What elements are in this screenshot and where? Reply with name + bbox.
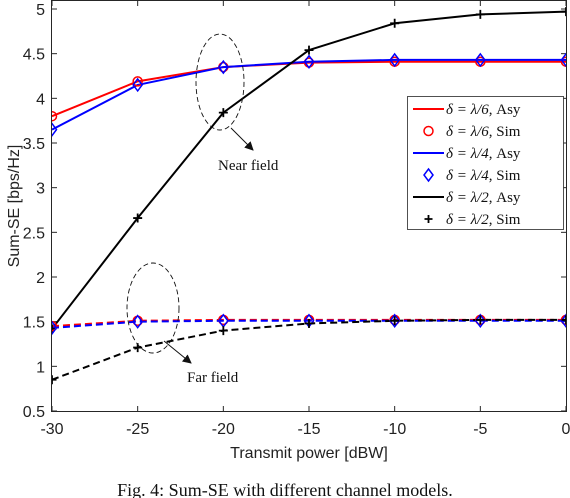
series-line-near-solid bbox=[51, 58, 566, 131]
x-tick-label: -15 bbox=[297, 421, 320, 438]
data-point-diamond bbox=[474, 313, 486, 329]
svg-text:δ = λ/2, Sim: δ = λ/2, Sim bbox=[446, 212, 521, 228]
legend: δ = λ/6, Asy δ = λ/6, Sim δ = λ/4, Asy δ… bbox=[407, 96, 564, 230]
legend-entry-lambda4-asy: δ = λ/4, Asy bbox=[413, 146, 521, 162]
x-tick-label: -20 bbox=[212, 421, 235, 438]
far-field-label: Far field bbox=[187, 370, 239, 386]
legend-entry-lambda2-sim: δ = λ/2, Sim bbox=[424, 212, 521, 228]
svg-text:δ = λ/2, Asy: δ = λ/2, Asy bbox=[446, 190, 521, 206]
data-point-diamond bbox=[389, 52, 401, 68]
data-point-plus bbox=[133, 213, 143, 223]
near-field-label: Near field bbox=[218, 158, 279, 174]
legend-suffix: , Sim bbox=[489, 212, 521, 228]
y-tick-label: 3 bbox=[36, 181, 45, 198]
legend-entry-lambda6-asy: δ = λ/6, Asy bbox=[413, 102, 521, 118]
legend-marker-black-plus bbox=[424, 215, 433, 223]
legend-math: δ = λ/6 bbox=[446, 102, 489, 118]
near-field-ellipse bbox=[195, 33, 245, 131]
legend-suffix: , Sim bbox=[489, 124, 521, 140]
legend-suffix: , Sim bbox=[489, 168, 521, 184]
data-point-diamond bbox=[217, 59, 229, 75]
svg-text:δ = λ/4, Asy: δ = λ/4, Asy bbox=[446, 146, 521, 162]
svg-text:δ = λ/6, Sim: δ = λ/6, Sim bbox=[446, 124, 521, 140]
legend-entry-lambda4-sim: δ = λ/4, Sim bbox=[423, 167, 521, 184]
legend-box bbox=[407, 96, 564, 230]
legend-math: δ = λ/2 bbox=[446, 190, 489, 206]
data-point-diamond bbox=[132, 314, 144, 329]
y-axis-label: Sum-SE [bps/Hz] bbox=[6, 145, 23, 268]
data-point-plus bbox=[475, 315, 485, 325]
y-tick-label: 1 bbox=[36, 359, 45, 376]
legend-entry-lambda6-sim: δ = λ/6, Sim bbox=[423, 124, 521, 140]
y-tick-label: 3.5 bbox=[23, 136, 45, 153]
y-tick-label: 4 bbox=[36, 91, 45, 108]
y-tick-label: 5 bbox=[36, 2, 45, 19]
svg-text:δ = λ/4, Sim: δ = λ/4, Sim bbox=[446, 168, 521, 184]
x-tick-label: -30 bbox=[40, 421, 63, 438]
data-point-diamond bbox=[132, 77, 144, 93]
legend-math: δ = λ/4 bbox=[446, 168, 489, 184]
x-axis-label: Transmit power [dBW] bbox=[230, 445, 388, 462]
data-point-diamond bbox=[303, 54, 315, 69]
x-tick-label: -10 bbox=[383, 421, 406, 438]
far-field-arrow bbox=[163, 340, 192, 364]
legend-suffix: , Asy bbox=[489, 190, 521, 206]
figure-caption: Fig. 4: Sum-SE with different channel mo… bbox=[117, 480, 453, 498]
y-tick-label: 4.5 bbox=[23, 47, 45, 64]
data-point-plus bbox=[304, 45, 314, 55]
data-point-diamond bbox=[474, 52, 486, 68]
x-tick-label: 0 bbox=[562, 421, 570, 438]
legend-marker-blue-diamond bbox=[423, 167, 434, 183]
y-tick-label: 2 bbox=[36, 270, 45, 287]
y-tick-label: 2.5 bbox=[23, 225, 45, 242]
y-tick-label: 0.5 bbox=[23, 404, 45, 421]
legend-suffix: , Asy bbox=[489, 146, 521, 162]
data-point-plus bbox=[390, 316, 400, 326]
x-tick-label: -5 bbox=[473, 421, 487, 438]
data-point-plus bbox=[390, 18, 400, 28]
data-point-diamond bbox=[389, 313, 401, 329]
x-tick-label: -25 bbox=[126, 421, 149, 438]
legend-math: δ = λ/6 bbox=[446, 124, 489, 140]
axis-ticks: -30 -25 -20 -15 -10 -5 0 0.5 1 1.5 2 2.5 3 3.5 4 4.5 5 bbox=[23, 1, 570, 438]
legend-math: δ = λ/4 bbox=[446, 146, 489, 162]
svg-text:δ = λ/6, Asy: δ = λ/6, Asy bbox=[446, 102, 521, 118]
legend-marker-red-circle bbox=[423, 125, 434, 137]
legend-entry-lambda2-asy: δ = λ/2, Asy bbox=[413, 190, 521, 206]
far-field-ellipse bbox=[126, 262, 180, 354]
legend-suffix: , Asy bbox=[489, 102, 521, 118]
near-field-arrow bbox=[230, 127, 254, 151]
y-tick-label: 1.5 bbox=[23, 315, 45, 332]
data-point-plus bbox=[475, 9, 485, 19]
plot-frame bbox=[51, 0, 567, 412]
data-point-plus bbox=[304, 318, 314, 328]
data-point-plus bbox=[218, 326, 228, 336]
data-point-circle bbox=[132, 76, 143, 87]
data-point-plus bbox=[218, 108, 228, 118]
legend-math: δ = λ/2 bbox=[446, 212, 489, 228]
